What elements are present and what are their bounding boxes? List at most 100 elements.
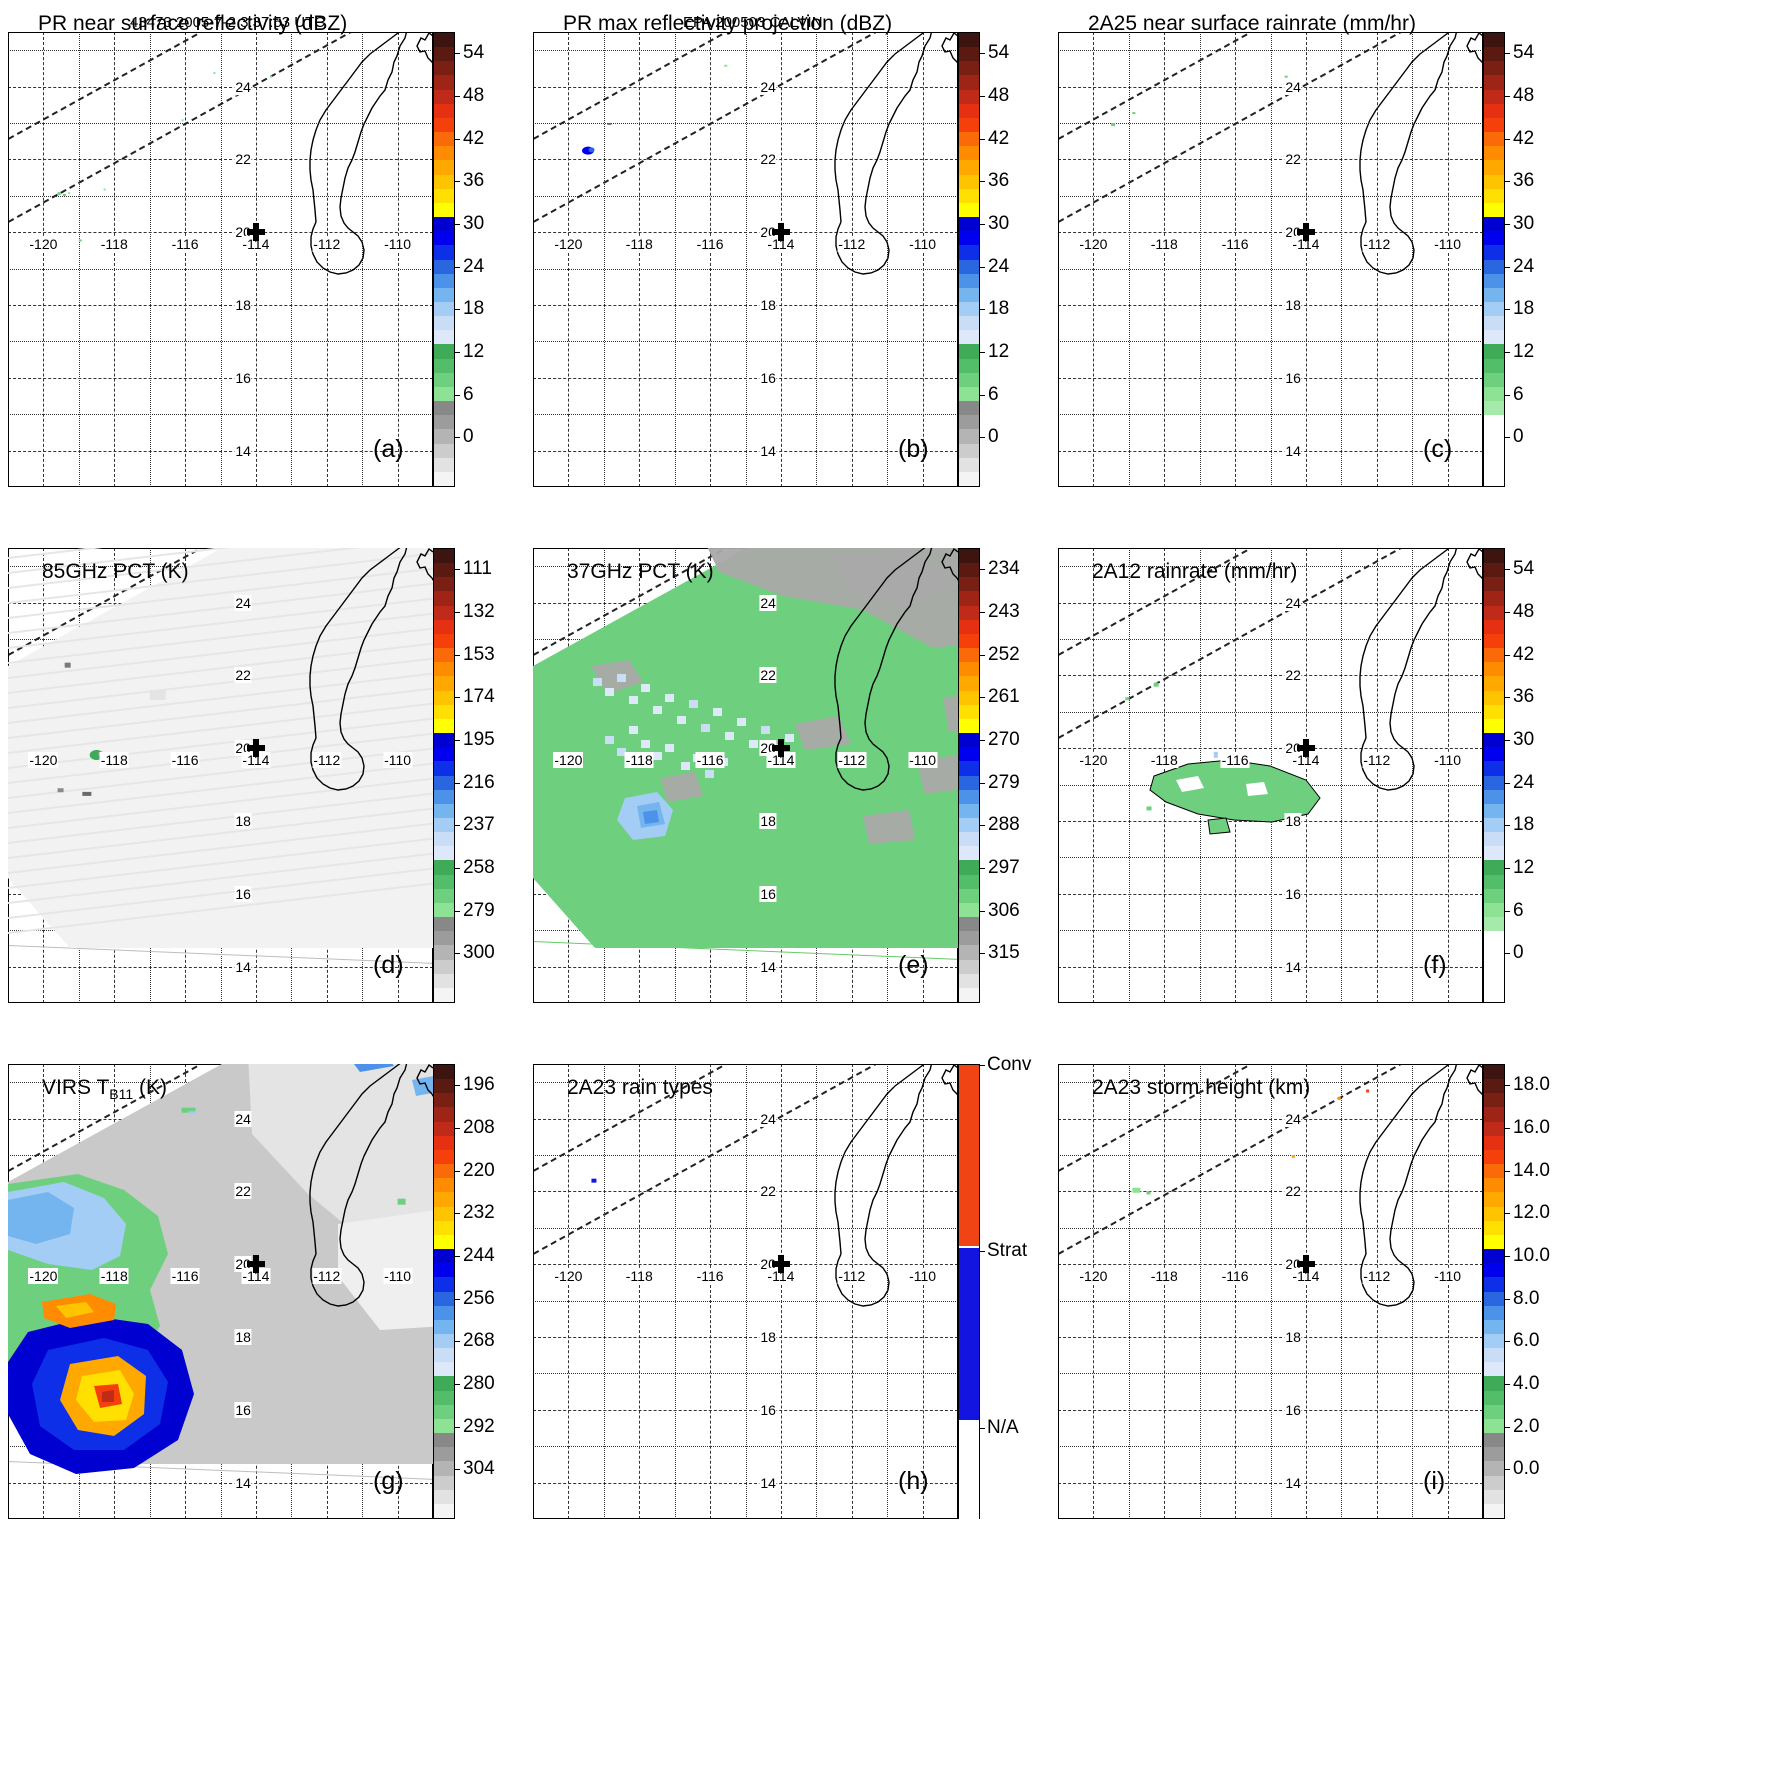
colorbar-segment	[434, 1136, 454, 1150]
colorbar-tick	[1505, 1085, 1510, 1086]
colorbar-segment	[434, 61, 454, 75]
map-plot-b[interactable]: 24 22 20 18 16 14 -120 -118 -116 -114 -112 -110	[533, 32, 958, 487]
lon-tick-label: -116	[171, 752, 200, 768]
map-plot-e[interactable]: 24 22 20 18 16 14 -120 -118 -116 -114 -112 -110	[533, 548, 958, 1003]
colorbar-segment	[434, 245, 454, 259]
panel-label-a: (a)	[373, 435, 404, 464]
colorbar-segment	[434, 429, 454, 443]
colorbar-label: 30	[1513, 729, 1534, 751]
center-cross-marker	[247, 223, 265, 241]
colorbar-segment	[959, 804, 979, 818]
lat-tick-label: 18	[234, 1329, 252, 1345]
colorbar-tick	[980, 267, 985, 268]
lon-tick-label: -120	[553, 236, 583, 252]
colorbar-segment	[959, 61, 979, 75]
colorbar-segment	[434, 1093, 454, 1107]
colorbar-segment	[1484, 288, 1504, 302]
colorbar-label: 252	[988, 644, 1020, 666]
colorbar-tick	[980, 911, 985, 912]
data-raster-g	[8, 1064, 433, 1519]
colorbar-segment	[434, 691, 454, 705]
colorbar-segment	[434, 931, 454, 945]
colorbar-segment	[1484, 747, 1504, 761]
colorbar-label: 0	[988, 426, 999, 448]
colorbar-segment	[1484, 1391, 1504, 1405]
lon-tick-label: -118	[625, 236, 654, 252]
panel-h: 24 22 20 18 16 14 -120 -118 -116 -114 -112 -110 2A23…	[533, 1064, 1060, 1519]
lon-tick-label: -112	[837, 1268, 866, 1284]
colorbar-segment	[434, 1461, 454, 1475]
colorbar-segment	[1484, 217, 1504, 231]
colorbar-label: 234	[988, 558, 1020, 580]
colorbar-segment	[959, 549, 979, 563]
colorbar-label: 153	[463, 644, 495, 666]
colorbar-segment	[434, 903, 454, 917]
colorbar-segment	[1484, 1122, 1504, 1136]
colorbar-tick	[455, 181, 460, 182]
colorbar-segment	[1484, 577, 1504, 591]
colorbar-tick	[455, 953, 460, 954]
colorbar-tick	[980, 783, 985, 784]
lat-tick-label: 16	[234, 370, 252, 386]
colorbar-segment	[434, 302, 454, 316]
colorbar-segment	[434, 132, 454, 146]
map-plot-h[interactable]: 24 22 20 18 16 14 -120 -118 -116 -114 -112 -110	[533, 1064, 958, 1519]
colorbar-tick	[1505, 612, 1510, 613]
colorbar-segment	[1484, 359, 1504, 373]
colorbar-segment	[959, 415, 979, 429]
colorbar-segment	[434, 1362, 454, 1376]
data-raster-f	[1058, 548, 1483, 1003]
lat-tick-label: 18	[759, 297, 777, 313]
map-plot-c[interactable]: 24 22 20 18 16 14 -120 -118 -116 -114 -112 -110	[1058, 32, 1483, 487]
lon-tick-label: -110	[383, 1268, 412, 1284]
colorbar-segment	[1484, 189, 1504, 203]
lat-tick-label: 16	[1284, 886, 1302, 902]
colorbar-segment	[959, 316, 979, 330]
colorbar-segment	[434, 387, 454, 401]
colorbar-label: 279	[988, 772, 1020, 794]
colorbar-segment	[434, 974, 454, 988]
map-plot-g[interactable]: 24 22 20 18 16 14 -120 -118 -116 -114 -112 -110	[8, 1064, 433, 1519]
colorbar-segment	[434, 591, 454, 605]
colorbar-segment	[434, 1079, 454, 1093]
colorbar-segment	[959, 429, 979, 443]
colorbar-segment	[1484, 931, 1504, 945]
map-plot-i[interactable]: 24 22 20 18 16 14 -120 -118 -116 -114 -112 -110	[1058, 1064, 1483, 1519]
colorbar-segment	[1484, 974, 1504, 988]
colorbar-segment	[434, 1192, 454, 1206]
panel-title-f: 2A12 rainrate (mm/hr)	[1092, 560, 1297, 584]
colorbar-b	[958, 32, 980, 487]
colorbar-label: 36	[463, 170, 484, 192]
colorbar-segment	[434, 260, 454, 274]
colorbar-segment	[434, 316, 454, 330]
colorbar-segment	[959, 705, 979, 719]
colorbar-segment	[959, 846, 979, 860]
lat-tick-label: 22	[1284, 151, 1302, 167]
colorbar-segment	[959, 818, 979, 832]
colorbar-segment	[959, 33, 979, 47]
lon-tick-label: -110	[908, 1268, 937, 1284]
colorbar-tick	[1505, 1341, 1510, 1342]
colorbar-segment	[1484, 1150, 1504, 1164]
colorbar-segment	[1484, 1079, 1504, 1093]
colorbar-segment	[1484, 719, 1504, 733]
colorbar-segment	[1484, 705, 1504, 719]
panel-label-g: (g)	[373, 1467, 404, 1496]
map-plot-a[interactable]: 24 22 20 18 16 14 -120 -118 -116 -114 -112 -110	[8, 32, 433, 487]
colorbar-tick	[455, 655, 460, 656]
data-raster-a	[8, 32, 433, 487]
colorbar-segment	[959, 832, 979, 846]
map-plot-d[interactable]: 24 22 20 18 16 14 -120 -118 -116 -114 -112 -110	[8, 548, 433, 1003]
colorbar-segment	[1484, 1221, 1504, 1235]
colorbar-segment	[959, 960, 979, 974]
colorbar-tick	[980, 953, 985, 954]
colorbar-segment	[1484, 563, 1504, 577]
colorbar-label: 4.0	[1513, 1373, 1539, 1395]
colorbar-label: Strat	[987, 1240, 1027, 1262]
colorbar-label: 6.0	[1513, 1330, 1539, 1352]
map-plot-f[interactable]: 24 22 20 18 16 14 -120 -118 -116 -114 -112 -110	[1058, 548, 1483, 1003]
colorbar-label: 24	[463, 256, 484, 278]
colorbar-segment	[1484, 1263, 1504, 1277]
colorbar-segment	[434, 1221, 454, 1235]
colorbar-label: 42	[463, 128, 484, 150]
